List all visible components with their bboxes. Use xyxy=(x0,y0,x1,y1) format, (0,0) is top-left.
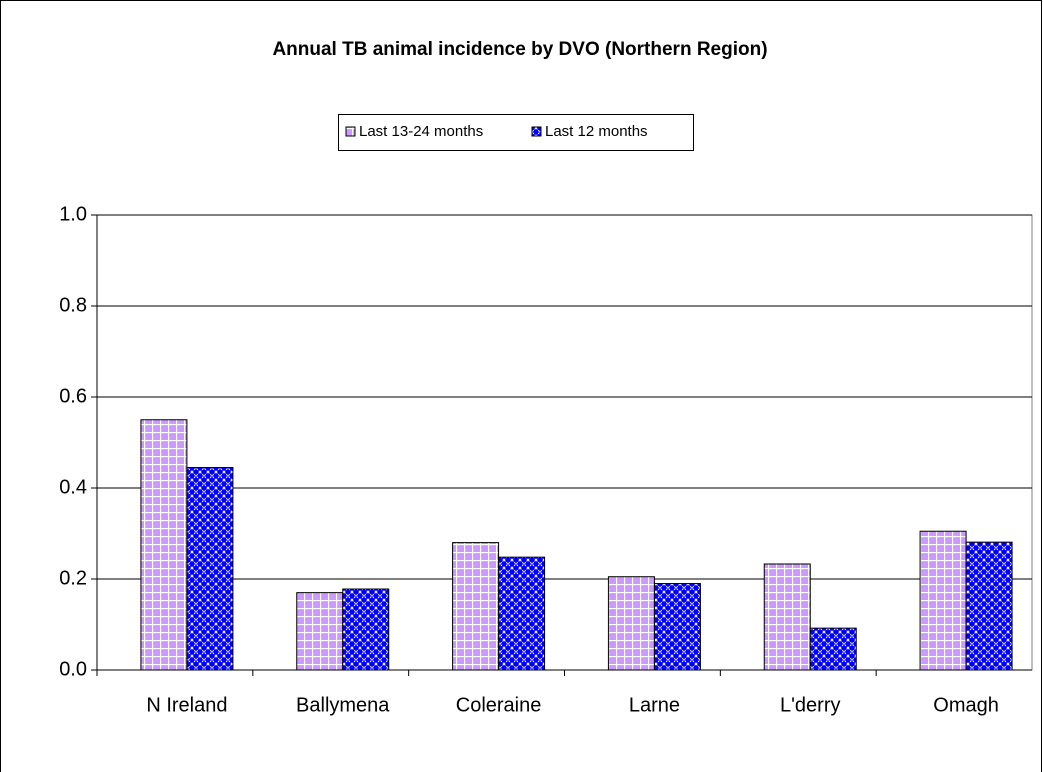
legend-swatch xyxy=(345,126,356,137)
y-tick-label: 0.6 xyxy=(59,385,87,407)
bar xyxy=(296,592,344,671)
y-tick-label: 0.8 xyxy=(59,294,87,316)
legend-label: Last 12 months xyxy=(545,123,648,140)
x-tick-label: Omagh xyxy=(933,694,999,716)
y-tick-label: 0.4 xyxy=(59,476,87,498)
bar xyxy=(498,556,546,671)
x-tick-label: Coleraine xyxy=(456,694,542,716)
bar xyxy=(965,541,1013,671)
x-tick-label: Larne xyxy=(629,694,680,716)
y-tick-label: 1.0 xyxy=(59,203,87,225)
x-tick-label: L'derry xyxy=(780,694,841,716)
legend-swatch xyxy=(531,126,542,137)
bar xyxy=(452,542,500,671)
y-tick-label: 0.0 xyxy=(59,658,87,680)
bar xyxy=(140,419,188,671)
chart-title: Annual TB animal incidence by DVO (North… xyxy=(272,39,767,60)
bar xyxy=(653,583,701,671)
bar xyxy=(919,530,967,671)
plot-area xyxy=(96,214,1033,671)
bar xyxy=(763,563,811,671)
legend-box xyxy=(338,114,694,151)
bar xyxy=(342,588,390,671)
y-tick-label: 0.2 xyxy=(59,567,87,589)
x-tick-label: N Ireland xyxy=(146,694,227,716)
legend-label: Last 13-24 months xyxy=(359,123,483,140)
bar xyxy=(607,576,655,671)
bar xyxy=(809,627,857,671)
bar xyxy=(186,467,234,671)
x-tick-label: Ballymena xyxy=(296,694,390,716)
